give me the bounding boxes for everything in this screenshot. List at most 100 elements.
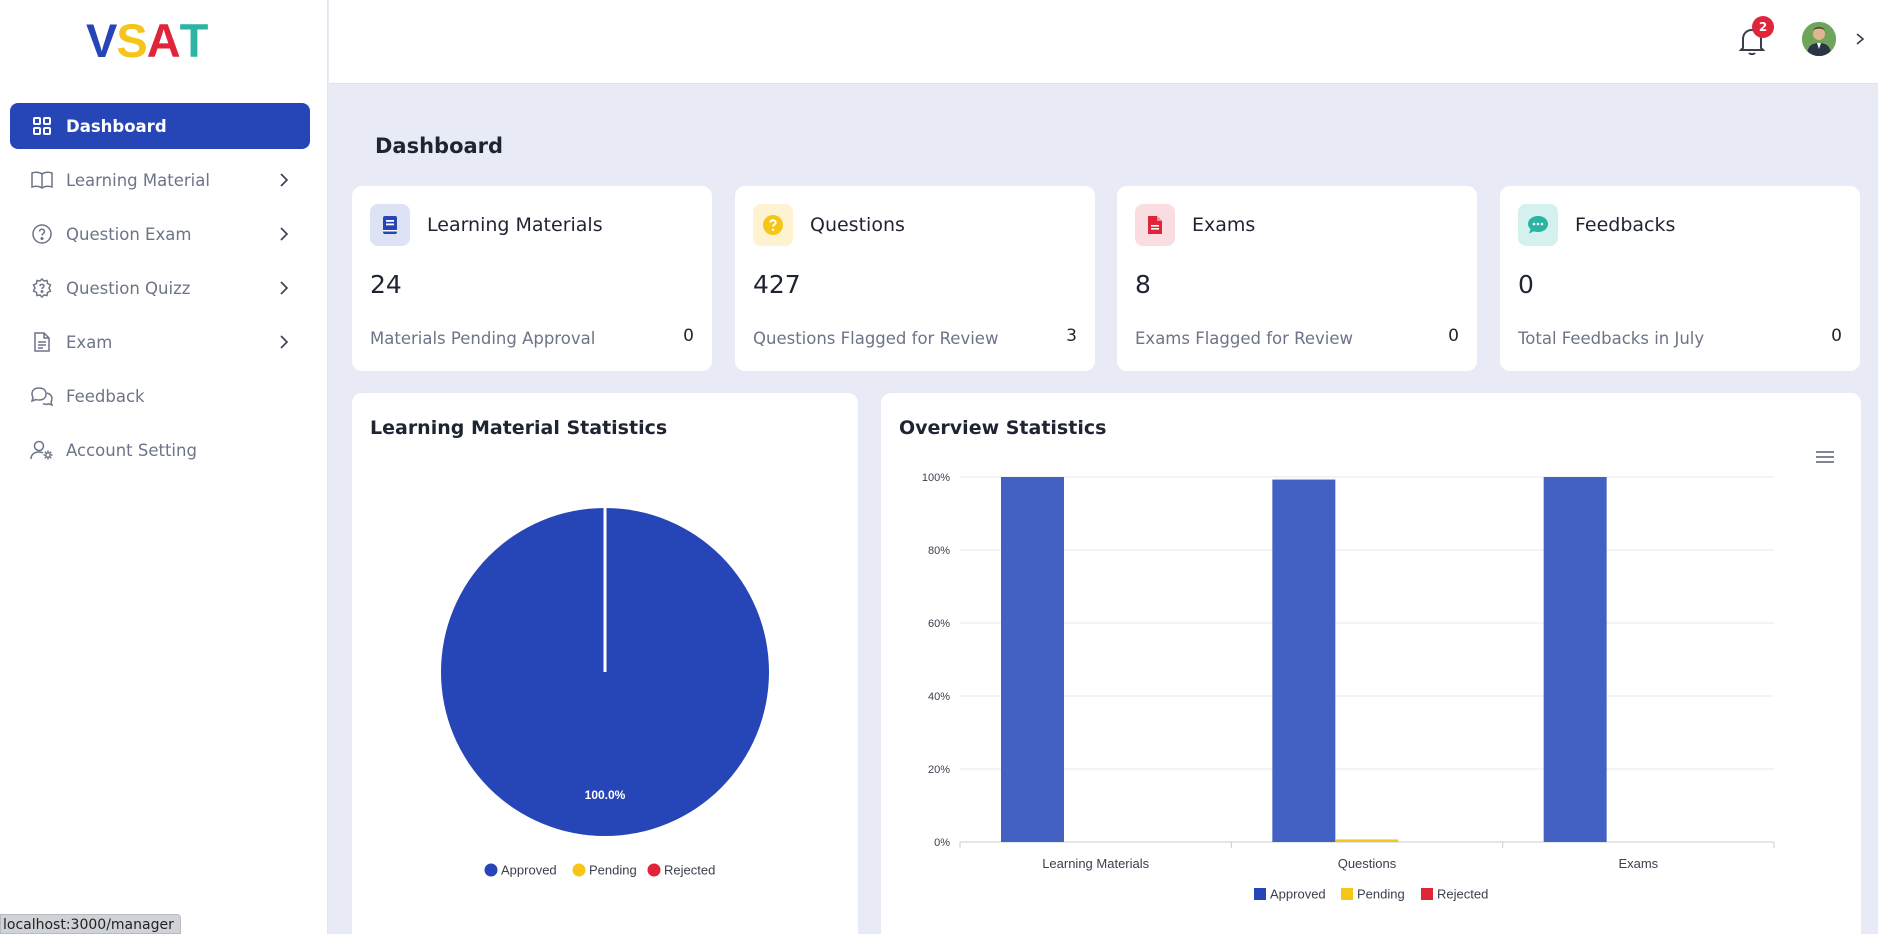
legend-item-approved[interactable]: Approved	[1254, 887, 1326, 902]
sidebar-nav: Dashboard Learning Material Question Exa…	[10, 103, 310, 481]
card-value: 24	[370, 270, 402, 299]
card-value: 427	[753, 270, 801, 299]
page-title: Dashboard	[375, 134, 504, 158]
notification-badge: 2	[1752, 16, 1774, 38]
legend-marker	[1341, 888, 1353, 900]
sidebar-item-label: Exam	[66, 332, 113, 352]
card-sub-label: Materials Pending Approval	[370, 329, 596, 348]
logo-letter-t: T	[179, 13, 209, 67]
pie-data-label: 100.0%	[585, 788, 626, 802]
book-icon	[370, 204, 410, 246]
question-circle-icon	[30, 222, 54, 246]
card-sub-label: Total Feedbacks in July	[1518, 329, 1705, 348]
document-icon	[1135, 204, 1175, 246]
question-icon	[753, 204, 793, 246]
legend-item-rejected[interactable]: Rejected	[1421, 887, 1488, 902]
chevron-right-icon	[280, 227, 289, 241]
card-sub-label: Exams Flagged for Review	[1135, 329, 1354, 348]
x-tick-label: Exams	[1618, 856, 1658, 871]
logo-letter-v: V	[86, 13, 117, 67]
legend-item-pending[interactable]: Pending	[572, 863, 637, 878]
grid-icon	[30, 114, 54, 138]
chevron-right-icon	[280, 281, 289, 295]
sidebar-item-label: Question Exam	[66, 224, 192, 244]
bar-approved-learning-materials[interactable]	[1001, 477, 1064, 842]
logo-letter-a: A	[146, 13, 181, 67]
y-tick-label: 20%	[928, 764, 950, 776]
sidebar-item-label: Question Quizz	[66, 278, 191, 298]
sidebar-item-account-setting[interactable]: Account Setting	[10, 427, 310, 473]
stat-card-learning-materials[interactable]: Learning Materials 24 Materials Pending …	[352, 186, 712, 371]
chat-bubbles-icon	[30, 384, 54, 408]
top-bar	[329, 0, 1878, 84]
card-title: Questions	[810, 214, 905, 236]
sidebar-item-label: Account Setting	[66, 440, 197, 460]
y-tick-label: 80%	[928, 545, 950, 557]
vsat-logo[interactable]: V S A T	[86, 14, 208, 67]
avatar[interactable]	[1802, 22, 1836, 56]
sidebar: V S A T Dashboard Learning Material	[0, 0, 328, 934]
book-open-icon	[30, 168, 54, 192]
user-gear-icon	[30, 438, 54, 462]
legend-item-approved[interactable]: Approved	[484, 863, 557, 878]
sidebar-item-question-quizz[interactable]: Question Quizz	[10, 265, 310, 311]
y-tick-label: 40%	[928, 691, 950, 703]
chevron-right-icon[interactable]	[1853, 29, 1867, 49]
legend-marker	[647, 863, 661, 877]
stat-card-exams[interactable]: Exams 8 Exams Flagged for Review 0	[1117, 186, 1477, 371]
stat-card-questions[interactable]: Questions 427 Questions Flagged for Revi…	[735, 186, 1095, 371]
card-sub-value: 3	[1066, 326, 1077, 346]
legend-item-pending[interactable]: Pending	[1341, 887, 1405, 902]
sidebar-item-label: Learning Material	[66, 170, 210, 190]
sidebar-item-learning-material[interactable]: Learning Material	[10, 157, 310, 203]
bar-approved-questions[interactable]	[1272, 479, 1336, 842]
question-gear-icon	[30, 276, 54, 300]
panel-title: Overview Statistics	[899, 417, 1107, 439]
sidebar-item-feedback[interactable]: Feedback	[10, 373, 310, 419]
card-title: Learning Materials	[427, 214, 603, 236]
bar-chart: 0% 20% 40% 60% 80% 100% Learning Materials Ques…	[922, 472, 1775, 902]
legend-marker	[1254, 888, 1266, 900]
legend-label: Rejected	[1437, 887, 1488, 902]
legend-label: Approved	[1270, 887, 1326, 902]
legend-label: Approved	[501, 863, 557, 878]
legend-item-rejected[interactable]: Rejected	[647, 863, 716, 878]
chevron-right-icon	[280, 335, 289, 349]
learning-material-statistics-panel: Learning Material Statistics 100.0% Appro…	[352, 393, 858, 934]
pie-chart: 100.0% Approved Pending Rejected	[441, 508, 769, 878]
sidebar-item-label: Feedback	[66, 386, 145, 406]
y-tick-label: 60%	[928, 618, 950, 630]
x-tick-label: Learning Materials	[1042, 856, 1149, 871]
legend-marker	[572, 863, 586, 877]
y-tick-label: 100%	[922, 472, 950, 484]
bar-pending-questions[interactable]	[1335, 839, 1399, 842]
legend-label: Pending	[589, 863, 637, 878]
chat-icon	[1518, 204, 1558, 246]
card-sub-value: 0	[1448, 326, 1459, 346]
x-tick-label: Questions	[1338, 856, 1397, 871]
status-bar-url: localhost:3000/manager	[0, 914, 181, 934]
card-sub-label: Questions Flagged for Review	[753, 329, 999, 348]
legend-label: Pending	[1357, 887, 1405, 902]
card-title: Feedbacks	[1575, 214, 1676, 236]
panel-title: Learning Material Statistics	[370, 417, 668, 439]
y-tick-label: 0%	[934, 837, 950, 849]
overview-statistics-panel: Overview Statistics 0% 20% 40% 60% 80% 100% Le…	[881, 393, 1861, 934]
sidebar-item-dashboard[interactable]: Dashboard	[10, 103, 310, 149]
legend-marker	[484, 863, 498, 877]
sidebar-item-question-exam[interactable]: Question Exam	[10, 211, 310, 257]
card-value: 0	[1518, 270, 1534, 299]
chevron-right-icon	[280, 173, 289, 187]
card-value: 8	[1135, 270, 1151, 299]
stat-card-feedbacks[interactable]: Feedbacks 0 Total Feedbacks in July 0	[1500, 186, 1860, 371]
legend-marker	[1421, 888, 1433, 900]
file-icon	[30, 330, 54, 354]
card-sub-value: 0	[683, 326, 694, 346]
sidebar-item-exam[interactable]: Exam	[10, 319, 310, 365]
sidebar-item-label: Dashboard	[66, 116, 167, 136]
card-sub-value: 0	[1831, 326, 1842, 346]
bar-approved-exams[interactable]	[1543, 477, 1607, 842]
card-title: Exams	[1192, 214, 1256, 236]
hamburger-menu-icon[interactable]	[1815, 449, 1835, 465]
legend-label: Rejected	[664, 863, 715, 878]
